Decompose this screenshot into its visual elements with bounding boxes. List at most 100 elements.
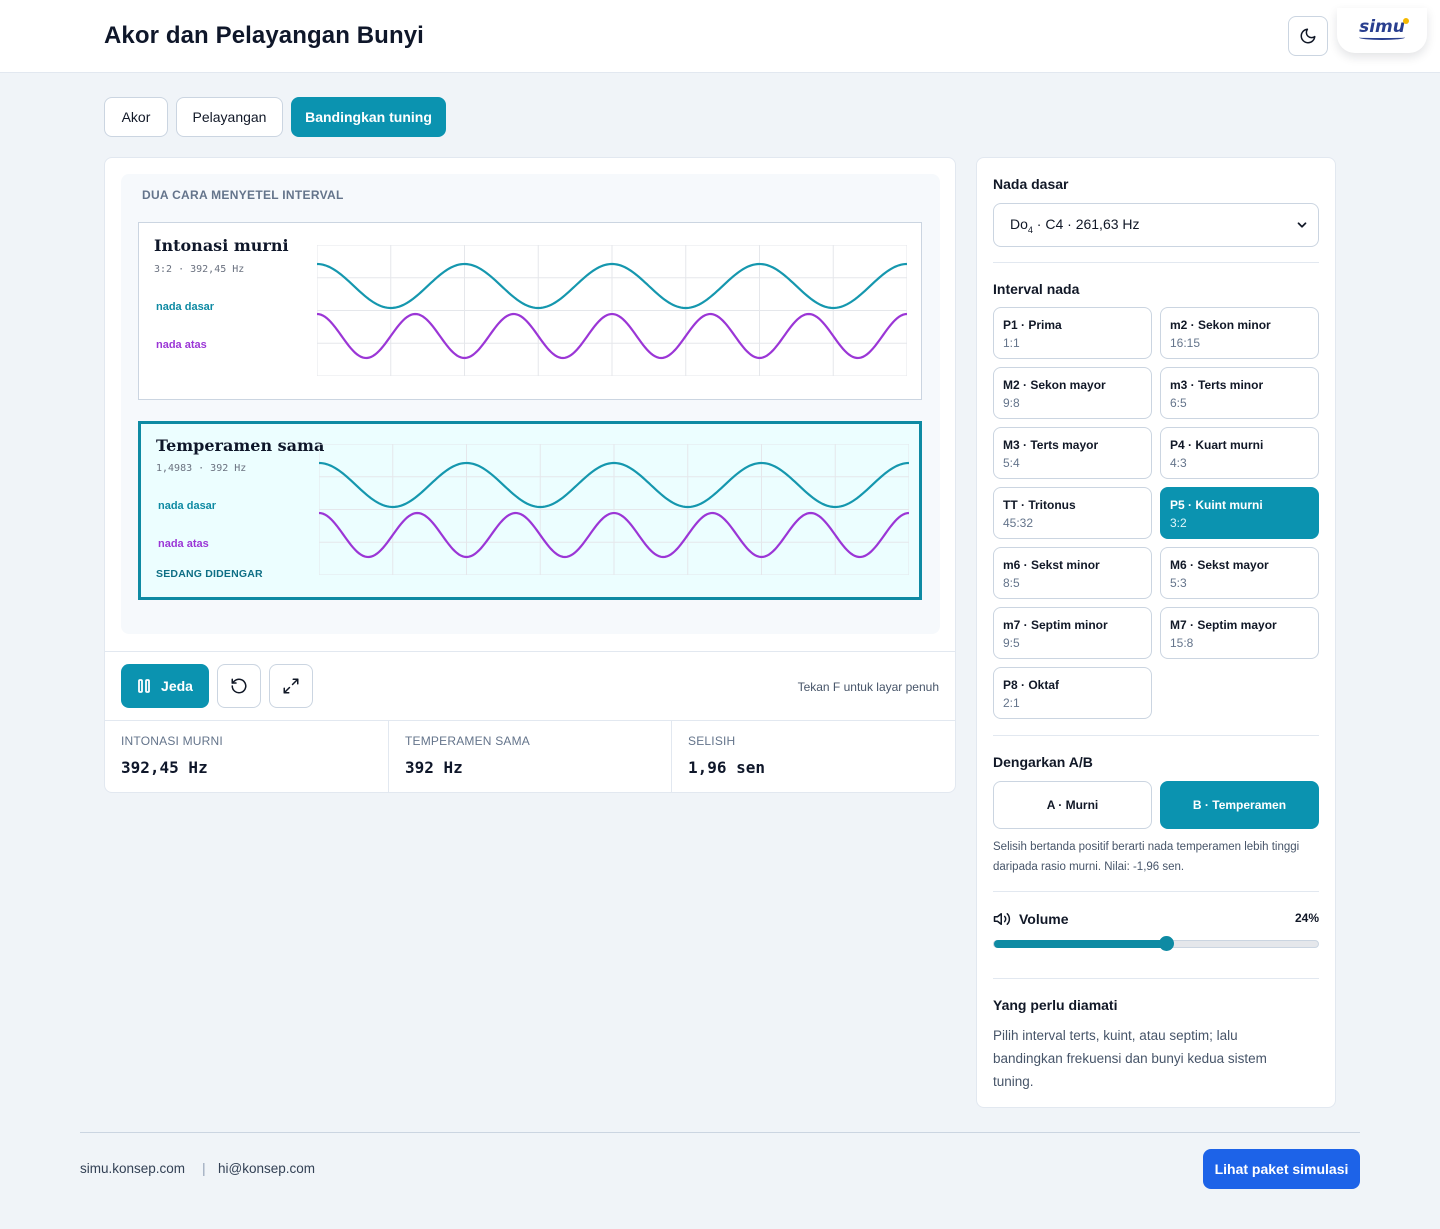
interval-option[interactable]: P1 · Prima 1:1: [993, 307, 1152, 359]
observe-body: Pilih interval terts, kuint, atau septim…: [993, 1028, 1267, 1089]
speaker-icon: [993, 913, 1011, 925]
interval-ratio: 6:5: [1170, 396, 1187, 410]
divider: [993, 891, 1319, 892]
footer-divider: [80, 1132, 1360, 1133]
cents-note: Selisih bertanda positif berarti nada te…: [993, 841, 1300, 873]
reset-button[interactable]: [217, 664, 261, 708]
interval-option[interactable]: P5 · Kuint murni 3:2: [1160, 487, 1319, 539]
ab-option-b-button[interactable]: B · Temperamen: [1160, 781, 1319, 829]
reset-icon: [231, 678, 247, 694]
interval-name: m2 · Sekon minor: [1170, 318, 1271, 332]
readout-difference: SELISIH 1,96 sen: [672, 721, 955, 793]
interval-name: P5 · Kuint murni: [1170, 498, 1263, 512]
tab-bandingkan-tuning[interactable]: Bandingkan tuning: [291, 97, 446, 137]
moon-icon: [1300, 28, 1316, 44]
view-packages-button[interactable]: Lihat paket simulasi: [1203, 1149, 1360, 1189]
page-title: Akor dan Pelayangan Bunyi: [104, 22, 424, 49]
upper-wave: [317, 312, 907, 360]
just-intonation-panel: Intonasi murni 3:2 · 392,45 Hz nada dasa…: [138, 222, 922, 400]
interval-option[interactable]: P8 · Oktaf 2:1: [993, 667, 1152, 719]
base-note-subscript: 4: [1027, 224, 1033, 235]
volume-slider-thumb[interactable]: [1158, 936, 1174, 951]
simulation-stage: DUA CARA MENYETEL INTERVAL Intonasi murn…: [121, 174, 940, 634]
base-note-label: nada dasar: [156, 301, 215, 313]
panel-subtitle: 3:2 · 392,45 Hz: [154, 264, 245, 275]
interval-name: m6 · Sekst minor: [1003, 558, 1100, 572]
base-wave: [317, 262, 907, 310]
divider: [993, 735, 1319, 736]
interval-name: TT · Tritonus: [1003, 498, 1076, 512]
brand-logo[interactable]: simu: [1337, 8, 1427, 53]
upper-wave: [319, 511, 909, 559]
interval-name: m7 · Septim minor: [1003, 618, 1108, 632]
interval-option[interactable]: M2 · Sekon mayor 9:8: [993, 367, 1152, 419]
interval-name: P8 · Oktaf: [1003, 678, 1060, 692]
equal-temperament-panel: Temperamen sama 1,4983 · 392 Hz nada das…: [138, 421, 922, 600]
interval-name: M7 · Septim mayor: [1170, 618, 1277, 632]
volume-value: 24%: [1294, 911, 1319, 925]
interval-name: M6 · Sekst mayor: [1170, 558, 1269, 572]
base-note-label: nada dasar: [158, 500, 217, 512]
settings-sidebar: Nada dasar Do4 · C4 · 261,63 Hz Interval…: [976, 157, 1336, 1108]
upper-note-label: nada atas: [158, 538, 209, 550]
upper-note-label: nada atas: [156, 339, 207, 351]
interval-title: Interval nada: [993, 281, 1080, 297]
pause-button-label: Jeda: [161, 678, 193, 694]
footer-email-link[interactable]: hi@konsep.com: [218, 1161, 315, 1176]
interval-option[interactable]: TT · Tritonus 45:32: [993, 487, 1152, 539]
interval-name: M3 · Terts mayor: [1003, 438, 1099, 452]
ab-option-a-button[interactable]: A · Murni: [993, 781, 1152, 829]
interval-name: m3 · Terts minor: [1170, 378, 1264, 392]
expand-icon: [283, 678, 299, 694]
interval-ratio: 1:1: [1003, 336, 1020, 350]
base-wave: [319, 461, 909, 509]
readout-just: INTONASI MURNI 392,45 Hz: [105, 721, 389, 793]
base-note-rest: · C4 · 261,63 Hz: [1032, 215, 1140, 232]
simulation-card: DUA CARA MENYETEL INTERVAL Intonasi murn…: [104, 157, 956, 793]
interval-option[interactable]: M7 · Septim mayor 15:8: [1160, 607, 1319, 659]
interval-ratio: 5:4: [1003, 456, 1020, 470]
interval-ratio: 9:5: [1003, 636, 1020, 650]
footer-site-link[interactable]: simu.konsep.com: [80, 1161, 186, 1176]
panel-title: Temperamen sama: [156, 436, 325, 455]
tab-pelayangan[interactable]: Pelayangan: [176, 97, 283, 137]
logo-swoosh: [1359, 35, 1405, 40]
readout-value: 1,96 sen: [688, 758, 766, 777]
fullscreen-button[interactable]: [269, 664, 313, 708]
logo-text: simu: [1359, 16, 1405, 37]
interval-option[interactable]: M3 · Terts mayor 5:4: [993, 427, 1152, 479]
interval-option[interactable]: P4 · Kuart murni 4:3: [1160, 427, 1319, 479]
interval-ratio: 3:2: [1170, 516, 1187, 530]
volume-label: Volume: [993, 910, 1069, 928]
interval-option[interactable]: M6 · Sekst mayor 5:3: [1160, 547, 1319, 599]
footer-separator: |: [202, 1160, 206, 1176]
readout-label: SELISIH: [688, 734, 736, 748]
pause-icon: [138, 679, 150, 693]
base-note-value: Do4 · C4 · 261,63 Hz: [1010, 216, 1140, 235]
panel-title: Intonasi murni: [154, 236, 289, 255]
interval-ratio: 5:3: [1170, 576, 1187, 590]
panel-subtitle: 1,4983 · 392 Hz: [156, 463, 247, 474]
interval-ratio: 2:1: [1003, 696, 1020, 710]
interval-option[interactable]: m6 · Sekst minor 8:5: [993, 547, 1152, 599]
base-note-select[interactable]: Do4 · C4 · 261,63 Hz: [993, 203, 1319, 247]
interval-option[interactable]: m2 · Sekon minor 16:15: [1160, 307, 1319, 359]
readout-value: 392 Hz: [405, 758, 463, 777]
playback-controls: Jeda Tekan F untuk layar penuh: [105, 651, 955, 721]
divider: [993, 262, 1319, 263]
readout-label: TEMPERAMEN SAMA: [405, 734, 531, 748]
interval-ratio: 9:8: [1003, 396, 1020, 410]
interval-option[interactable]: m3 · Terts minor 6:5: [1160, 367, 1319, 419]
interval-name: P1 · Prima: [1003, 318, 1062, 332]
interval-ratio: 4:3: [1170, 456, 1187, 470]
theme-toggle-button[interactable]: [1288, 16, 1328, 56]
pause-button[interactable]: Jeda: [121, 664, 209, 708]
readout-equal: TEMPERAMEN SAMA 392 Hz: [389, 721, 672, 793]
tab-akor[interactable]: Akor: [104, 97, 168, 137]
interval-option[interactable]: m7 · Septim minor 9:5: [993, 607, 1152, 659]
readout-value: 392,45 Hz: [121, 758, 208, 777]
ab-title: Dengarkan A/B: [993, 754, 1093, 770]
stage-title: DUA CARA MENYETEL INTERVAL: [142, 188, 344, 202]
volume-slider[interactable]: [993, 936, 1319, 951]
top-bar: Akor dan Pelayangan Bunyi simu: [0, 0, 1440, 73]
